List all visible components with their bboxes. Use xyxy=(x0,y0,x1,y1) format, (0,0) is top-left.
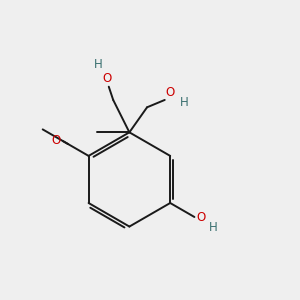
Text: H: H xyxy=(94,58,103,71)
Text: H: H xyxy=(180,96,189,109)
Text: O: O xyxy=(196,211,205,224)
Text: H: H xyxy=(209,221,218,234)
Text: O: O xyxy=(52,134,61,147)
Text: O: O xyxy=(165,86,175,99)
Text: O: O xyxy=(103,72,112,85)
